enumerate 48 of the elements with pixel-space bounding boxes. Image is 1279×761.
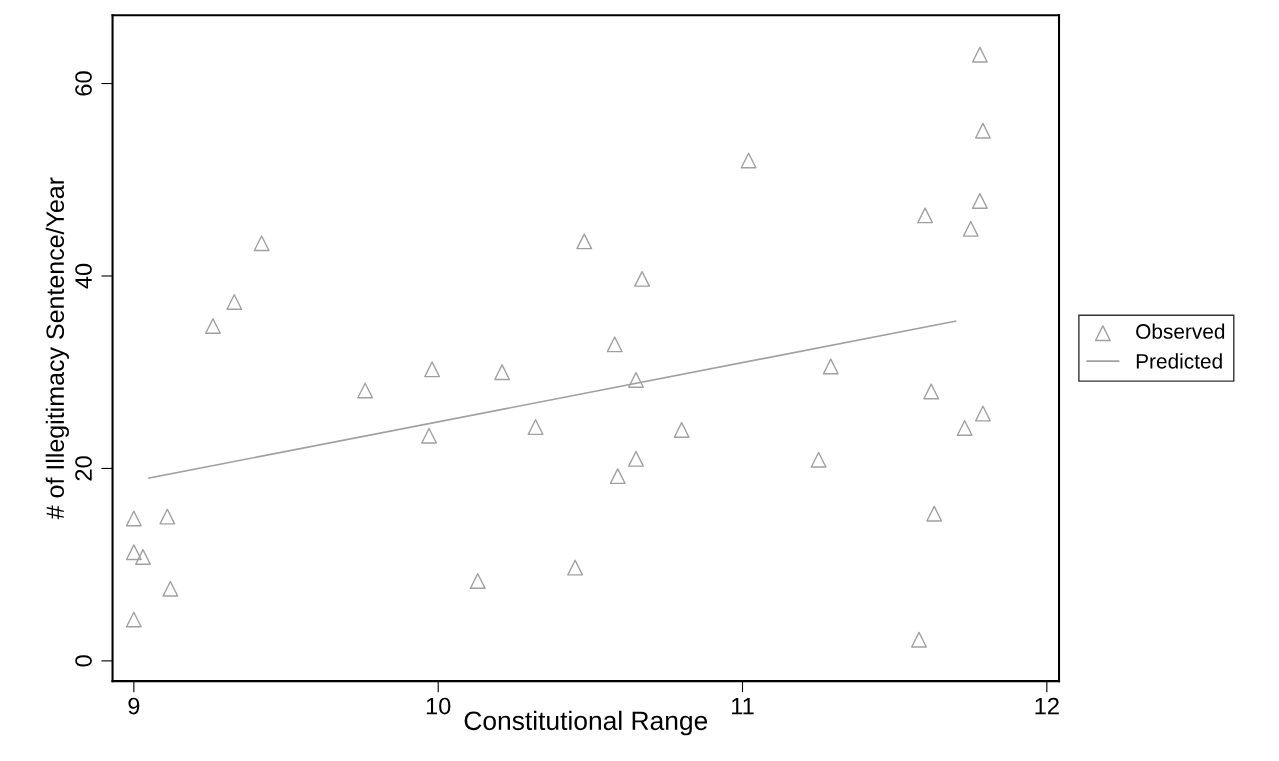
point (926, 505, 943, 522)
y-tick-label: 20 (75, 456, 92, 481)
point (911, 631, 927, 648)
point (971, 46, 988, 63)
point (567, 559, 584, 576)
point (135, 548, 151, 565)
point (424, 361, 441, 378)
point (125, 611, 142, 628)
y-axis-title: # of Illegitimacy Sentence/Year (45, 177, 70, 520)
point (253, 235, 270, 252)
point (226, 293, 243, 310)
point (125, 510, 142, 527)
point (810, 451, 827, 468)
point (974, 122, 991, 139)
point (628, 371, 644, 388)
point (740, 152, 757, 169)
point (606, 336, 623, 353)
point (974, 405, 991, 422)
point (962, 220, 979, 237)
point (469, 573, 486, 589)
x-axis-title: Constitutional Range (464, 710, 708, 736)
x-tick-label: 12 (1035, 697, 1059, 715)
point (527, 419, 544, 436)
x-tick-label: 9 (128, 697, 140, 715)
point (628, 450, 644, 467)
point (159, 508, 176, 525)
point (162, 580, 179, 597)
legend-label: Observed (1136, 323, 1225, 339)
point (357, 382, 374, 399)
point (822, 358, 839, 375)
point (421, 427, 438, 444)
point (917, 207, 934, 224)
point (673, 421, 690, 438)
y-tick-label: 40 (75, 263, 92, 289)
legend-label: Predicted (1136, 353, 1222, 369)
point (494, 364, 511, 381)
point (125, 544, 142, 561)
point (205, 318, 221, 335)
y-tick-label: 60 (75, 71, 92, 96)
point (576, 233, 593, 250)
x-tick-label: 11 (732, 697, 754, 715)
y-tick-label: 0 (75, 655, 92, 667)
x-tick-label: 10 (426, 697, 451, 715)
point (956, 420, 973, 437)
point (971, 192, 988, 209)
point (923, 383, 940, 400)
point (609, 468, 626, 485)
point (634, 270, 651, 287)
